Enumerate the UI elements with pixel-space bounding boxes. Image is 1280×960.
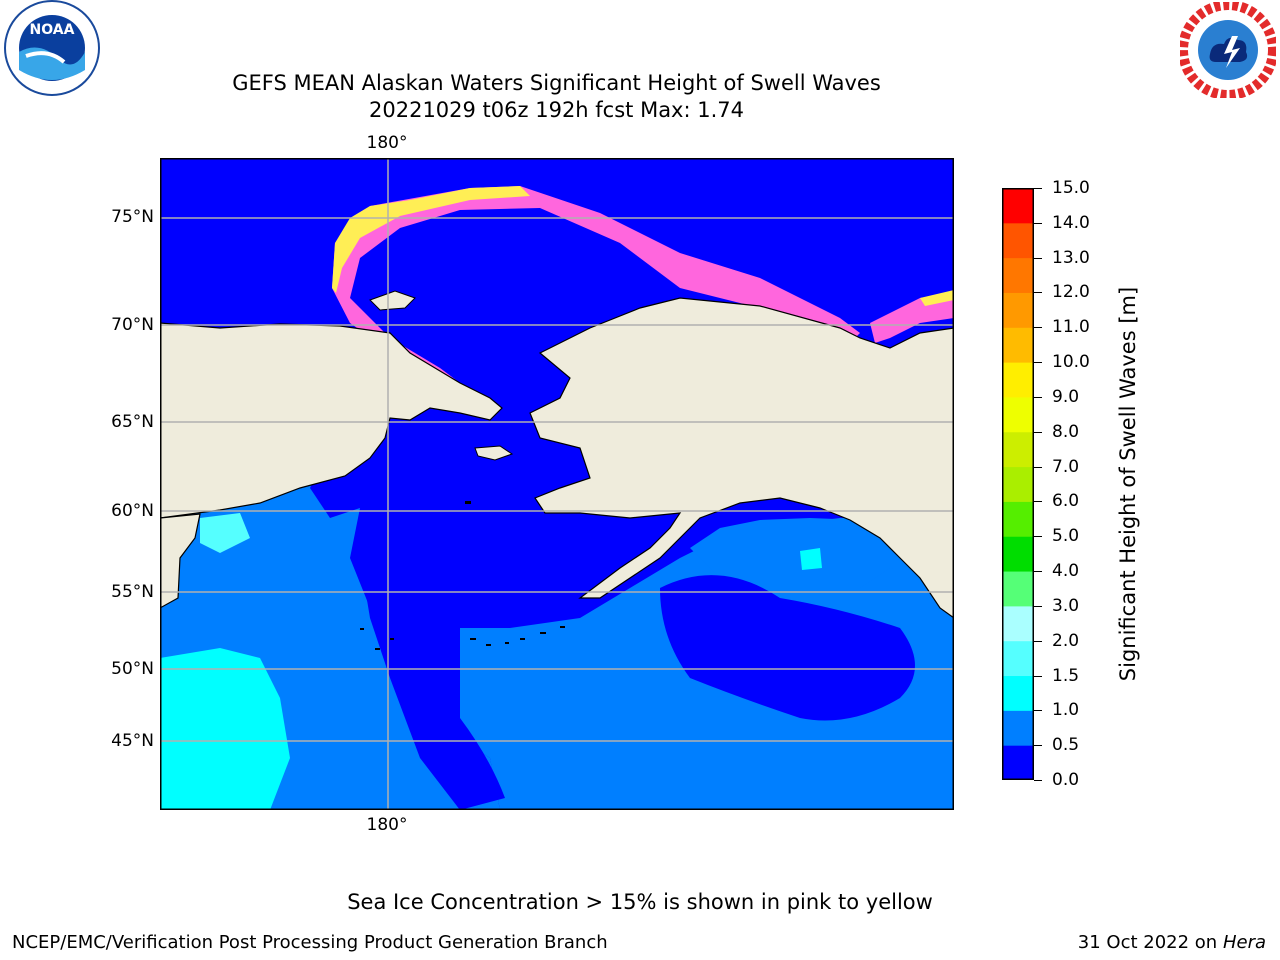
colorbar-tick-label: 1.5 bbox=[1052, 665, 1080, 686]
colorbar-segment bbox=[1002, 675, 1034, 711]
colorbar-segment bbox=[1002, 257, 1034, 293]
colorbar-label: Significant Height of Swell Waves [m] bbox=[1116, 286, 1140, 682]
colorbar-segment bbox=[1002, 640, 1034, 677]
land-russia bbox=[160, 322, 503, 519]
colorbar-segment bbox=[1002, 571, 1034, 607]
colorbar-frame bbox=[1002, 188, 1034, 780]
colorbar-tick-label: 2.0 bbox=[1052, 630, 1080, 651]
sea-ice-ne-yellow bbox=[920, 290, 954, 306]
colorbar-tick-label: 15.0 bbox=[1052, 178, 1090, 198]
gridlines bbox=[160, 158, 954, 810]
plot-subtitle: 20221029 t06z 192h fcst Max: 1.74 bbox=[369, 98, 744, 122]
colorbar-tick-mark bbox=[1034, 327, 1042, 329]
colorbar-tick-mark bbox=[1034, 710, 1042, 712]
colorbar-tick-mark bbox=[1034, 292, 1042, 294]
noaa-logo: NOAA bbox=[0, 0, 108, 98]
colorbar-tick-mark bbox=[1034, 466, 1042, 468]
lat-label-55: 55°N bbox=[111, 582, 154, 602]
colorbar-segment bbox=[1002, 362, 1034, 398]
colorbar-tick-mark bbox=[1034, 222, 1042, 224]
map bbox=[160, 158, 954, 810]
colorbar-tick-label: 7.0 bbox=[1052, 456, 1080, 477]
colorbar-segment bbox=[1002, 536, 1034, 572]
colorbar-segment bbox=[1002, 431, 1034, 468]
colorbar-tick-mark bbox=[1034, 571, 1042, 573]
lon-label-top: 180° bbox=[366, 133, 408, 153]
lat-label-65: 65°N bbox=[111, 412, 154, 432]
colorbar-segment bbox=[1002, 605, 1034, 642]
colorbar-tick-label: 8.0 bbox=[1052, 421, 1080, 442]
colorbar-tick-mark bbox=[1034, 640, 1042, 642]
colorbar-tick-mark bbox=[1034, 362, 1042, 364]
colorbar bbox=[1002, 188, 1034, 781]
sea-ice-yellow bbox=[332, 186, 530, 293]
colorbar-tick-label: 5.0 bbox=[1052, 526, 1080, 547]
colorbar-segment bbox=[1002, 222, 1034, 259]
colorbar-tick-label: 9.0 bbox=[1052, 386, 1080, 407]
lat-label-50: 50°N bbox=[111, 659, 154, 679]
colorbar-segment bbox=[1002, 466, 1034, 502]
noaa-logo-text: NOAA bbox=[30, 22, 75, 38]
ocean-light-dot bbox=[800, 548, 822, 570]
colorbar-segment bbox=[1002, 292, 1034, 328]
colorbar-tick-label: 3.0 bbox=[1052, 595, 1080, 616]
colorbar-segment bbox=[1002, 396, 1034, 433]
ocean-light-patch bbox=[160, 648, 290, 810]
colorbar-segment bbox=[1002, 501, 1034, 537]
aleutian-islands bbox=[360, 626, 565, 650]
colorbar-tick-label: 11.0 bbox=[1052, 317, 1090, 338]
colorbar-segment bbox=[1002, 188, 1034, 224]
land-st-lawrence bbox=[474, 445, 514, 461]
nws-logo bbox=[1178, 0, 1278, 100]
colorbar-tick-mark bbox=[1034, 431, 1042, 433]
footer-date-text: 31 Oct 2022 on bbox=[1077, 932, 1223, 953]
footer-branch: NCEP/EMC/Verification Post Processing Pr… bbox=[12, 932, 608, 953]
pribilof-islands bbox=[465, 501, 471, 504]
lat-label-70: 70°N bbox=[111, 315, 154, 335]
colorbar-tick-label: 0.5 bbox=[1052, 735, 1080, 756]
footer-date: 31 Oct 2022 on Hera bbox=[1078, 932, 1266, 953]
lon-label-bottom: 180° bbox=[366, 815, 408, 835]
colorbar-tick-mark bbox=[1034, 780, 1042, 781]
map-svg bbox=[160, 158, 954, 810]
lat-label-75: 75°N bbox=[111, 207, 154, 227]
colorbar-tick-mark bbox=[1034, 745, 1042, 747]
colorbar-segment bbox=[1002, 745, 1034, 781]
colorbar-tick-mark bbox=[1034, 188, 1042, 189]
land-alaska bbox=[529, 297, 954, 619]
ocean-deep-blob bbox=[660, 575, 915, 721]
footer-machine: Hera bbox=[1222, 932, 1266, 953]
colorbar-tick-label: 6.0 bbox=[1052, 491, 1080, 512]
lat-label-60: 60°N bbox=[111, 501, 154, 521]
colorbar-segment bbox=[1002, 327, 1034, 363]
colorbar-tick-label: 12.0 bbox=[1052, 282, 1090, 303]
ocean-deep-tongue bbox=[360, 558, 505, 810]
colorbar-tick-label: 10.0 bbox=[1052, 352, 1090, 373]
colorbar-tick-mark bbox=[1034, 536, 1042, 538]
map-frame bbox=[160, 158, 954, 810]
colorbar-tick-mark bbox=[1034, 396, 1042, 398]
sea-ice-ne bbox=[870, 293, 954, 343]
colorbar-tick-mark bbox=[1034, 501, 1042, 503]
colorbar-tick-label: 13.0 bbox=[1052, 247, 1090, 268]
colorbar-tick-label: 1.0 bbox=[1052, 700, 1080, 721]
colorbar-tick-label: 14.0 bbox=[1052, 212, 1090, 233]
colorbar-segment bbox=[1002, 710, 1034, 746]
sea-ice-note: Sea Ice Concentration > 15% is shown in … bbox=[347, 890, 933, 914]
colorbar-tick-mark bbox=[1034, 675, 1042, 677]
colorbar-tick-label: 0.0 bbox=[1052, 770, 1080, 790]
colorbar-tick-mark bbox=[1034, 605, 1042, 607]
colorbar-tick-mark bbox=[1034, 257, 1042, 259]
plot-title: GEFS MEAN Alaskan Waters Significant Hei… bbox=[232, 71, 881, 95]
lat-label-45: 45°N bbox=[111, 731, 154, 751]
land-kamchatka bbox=[160, 513, 201, 609]
land-wrangel bbox=[369, 290, 416, 311]
colorbar-svg bbox=[1002, 188, 1034, 781]
colorbar-tick-label: 4.0 bbox=[1052, 561, 1080, 582]
ocean-light-patch-2 bbox=[200, 513, 250, 553]
